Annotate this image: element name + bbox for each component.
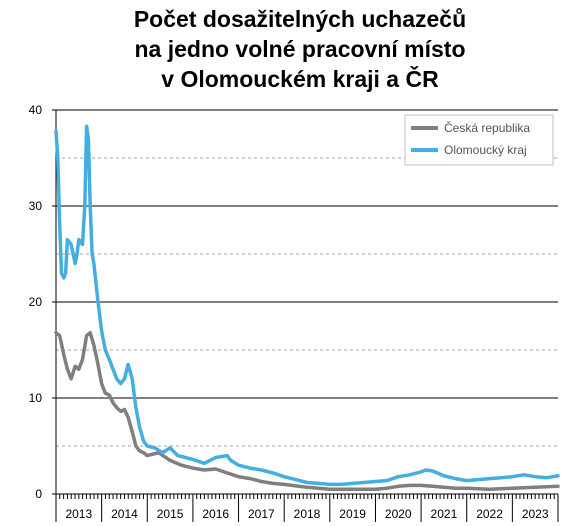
legend-box bbox=[404, 114, 554, 166]
series-lines bbox=[54, 124, 560, 491]
y-tick-label: 20 bbox=[29, 295, 43, 309]
legend-label-olomoucky: Olomoucký kraj bbox=[444, 143, 527, 157]
chart-title-line-3: v Olomouckém kraji a ČR bbox=[161, 66, 439, 92]
x-tick-label: 2015 bbox=[157, 507, 184, 521]
x-tick-label: 2013 bbox=[65, 507, 92, 521]
x-tick-label: 2021 bbox=[431, 507, 458, 521]
y-tick-label: 0 bbox=[35, 487, 42, 501]
x-tick-label: 2016 bbox=[202, 507, 229, 521]
y-tick-label: 10 bbox=[29, 391, 43, 405]
chart-title-line-2: na jedno volné pracovní místo bbox=[134, 36, 466, 62]
axes: 0 10 20 30 40 2013 2014 2015 2016 2017 2018 2019 202… bbox=[29, 103, 559, 522]
y-tick-label: 30 bbox=[29, 199, 43, 213]
series-line-0 bbox=[54, 330, 560, 491]
legend: Česká republika Olomoucký kraj bbox=[404, 114, 554, 166]
x-tick-label: 2020 bbox=[385, 507, 412, 521]
x-tick-label: 2014 bbox=[111, 507, 138, 521]
y-tick-label: 40 bbox=[29, 103, 43, 117]
x-tick-label: 2019 bbox=[339, 507, 366, 521]
grid bbox=[56, 109, 558, 447]
x-tick-label: 2022 bbox=[476, 507, 503, 521]
series-line-1 bbox=[54, 124, 560, 487]
x-tick-label: 2023 bbox=[522, 507, 549, 521]
legend-label-cr: Česká republika bbox=[444, 120, 530, 135]
x-tick-label: 2018 bbox=[294, 507, 321, 521]
chart-title-line-1: Počet dosažitelných uchazečů bbox=[133, 6, 467, 32]
x-tick-label: 2017 bbox=[248, 507, 275, 521]
chart-title: Počet dosažitelných uchazečů na jedno vo… bbox=[40, 4, 560, 94]
